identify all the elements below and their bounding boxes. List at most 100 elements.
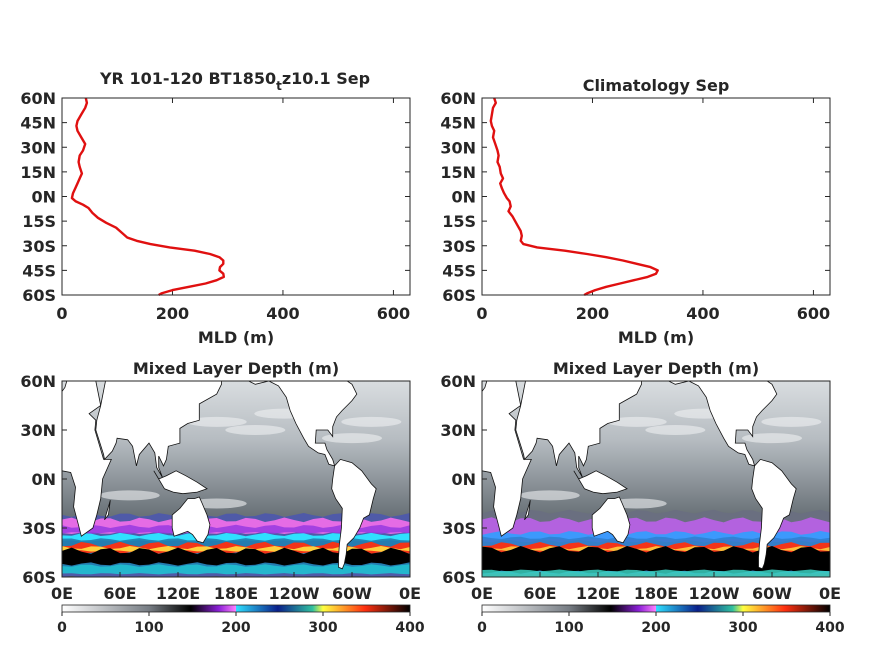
mld-profile-line-clim — [489, 97, 659, 297]
map-ytick-label: 60S — [442, 568, 476, 587]
map-ytick-label: 0N — [31, 470, 56, 489]
profile-panel-model: YR 101-120 BT1850tz10.1 Sep 60N 45N 30N 15N… — [20, 69, 411, 347]
mld-light-streak — [761, 416, 822, 427]
ytick-label: 60S — [22, 286, 56, 305]
mld-light-streak — [742, 433, 802, 444]
land-south-america — [751, 458, 797, 570]
map-ytick-label: 30S — [22, 519, 56, 538]
profile-clim-axes-frame — [481, 97, 831, 296]
map-xtick-label: 120E — [156, 584, 200, 603]
ytick-label: 60N — [440, 89, 476, 108]
mld-light-streak — [645, 425, 706, 435]
mld-light-streak — [519, 490, 580, 501]
land-madagascar — [104, 500, 111, 521]
land-madagascar — [524, 500, 531, 521]
ytick-label: 30N — [440, 138, 476, 157]
map-ytick-label: 30N — [440, 421, 476, 440]
map-ytick-label: 60S — [22, 568, 56, 587]
colorbar-tick-label: 0 — [57, 620, 67, 636]
map-xtick-label: 0E — [819, 584, 841, 603]
land-south-america — [331, 458, 377, 570]
land-europe-africa — [482, 381, 532, 537]
mld-light-streak — [99, 490, 160, 501]
ytick-label: 45N — [20, 114, 56, 133]
so-band-black — [62, 547, 410, 566]
map-xtick-label: 180E — [214, 584, 258, 603]
land-north-america — [248, 381, 358, 467]
mld-light-streak — [341, 416, 402, 427]
map-ytick-label: 30S — [442, 519, 476, 538]
profile-clim-xlabel: MLD (m) — [618, 328, 694, 347]
map-model-title: Mixed Layer Depth (m) — [133, 359, 339, 378]
mld-light-streak — [606, 416, 667, 427]
land-indonesia — [573, 470, 628, 495]
land-asia — [95, 381, 222, 478]
map-xtick-label: 60E — [523, 584, 556, 603]
so-band-black — [482, 546, 830, 574]
colorbar-tick-label: 400 — [815, 620, 844, 636]
map-xtick-label: 60W — [752, 584, 792, 603]
so-band-purple — [62, 524, 410, 534]
ytick-label: 0N — [31, 188, 56, 207]
land-europe-africa — [62, 381, 112, 537]
xtick-label: 400 — [266, 304, 299, 323]
mld-light-streak — [225, 425, 286, 435]
mld-light-streak — [186, 416, 247, 427]
xtick-label: 400 — [686, 304, 719, 323]
map-clim-field — [482, 381, 830, 577]
xtick-label: 600 — [377, 304, 410, 323]
ytick-label: 60S — [442, 286, 476, 305]
land-asia — [515, 381, 642, 478]
map-xtick-label: 0E — [399, 584, 421, 603]
colorbar-tick-label: 400 — [395, 620, 424, 636]
profile-clim-title: Climatology Sep — [583, 76, 730, 95]
map-ytick-label: 60N — [20, 372, 56, 391]
map-ytick-label: 60N — [440, 372, 476, 391]
land-australia — [591, 496, 631, 544]
land-indonesia — [153, 470, 208, 495]
map-clim-title: Mixed Layer Depth (m) — [553, 359, 759, 378]
land-australia — [171, 496, 211, 544]
mld-light-streak — [322, 433, 382, 444]
land-north-america — [668, 381, 778, 467]
xtick-label: 0 — [476, 304, 487, 323]
ytick-label: 15S — [442, 212, 476, 231]
xtick-label: 200 — [576, 304, 609, 323]
ytick-label: 45N — [440, 114, 476, 133]
xtick-label: 0 — [56, 304, 67, 323]
map-clim-colorbar — [481, 604, 831, 613]
colorbar-tick-label: 100 — [134, 620, 163, 636]
ytick-label: 60N — [20, 89, 56, 108]
map-ytick-label: 30N — [20, 421, 56, 440]
colorbar-tick-label: 300 — [308, 620, 337, 636]
ytick-label: 0N — [451, 188, 476, 207]
colorbar-tick-label: 200 — [641, 620, 670, 636]
map-xtick-label: 60E — [103, 584, 136, 603]
profile-panel-climatology: Climatology Sep 60N 45N 30N 15N 0N 15S 30S 45S 6… — [440, 76, 831, 347]
colorbar-tick-label: 100 — [554, 620, 583, 636]
profile-model-axes-frame — [61, 97, 411, 296]
profile-model-xlabel: MLD (m) — [198, 328, 274, 347]
ytick-label: 15N — [440, 163, 476, 182]
map-model-colorbar — [61, 604, 411, 613]
colorbar-tick-label: 300 — [728, 620, 757, 636]
profile-model-title: YR 101-120 BT1850tz10.1 Sep — [99, 69, 370, 93]
ytick-label: 30S — [22, 237, 56, 256]
map-xtick-label: 120E — [576, 584, 620, 603]
ytick-label: 45S — [22, 261, 56, 280]
mld-profile-line-model — [70, 97, 226, 297]
ytick-label: 45S — [442, 261, 476, 280]
map-xtick-label: 120W — [688, 584, 739, 603]
map-model-field — [62, 381, 410, 577]
ytick-label: 30S — [442, 237, 476, 256]
map-xtick-label: 0E — [471, 584, 493, 603]
so-band-teal — [62, 564, 410, 575]
colorbar-tick-label: 0 — [477, 620, 487, 636]
map-xtick-label: 180E — [634, 584, 678, 603]
map-panel-model: Mixed Layer Depth (m) 60N 30N 0N 30S 60S 0E 60… — [20, 359, 425, 636]
map-ytick-label: 0N — [451, 470, 476, 489]
colorbar-tick-label: 200 — [221, 620, 250, 636]
xtick-label: 200 — [156, 304, 189, 323]
